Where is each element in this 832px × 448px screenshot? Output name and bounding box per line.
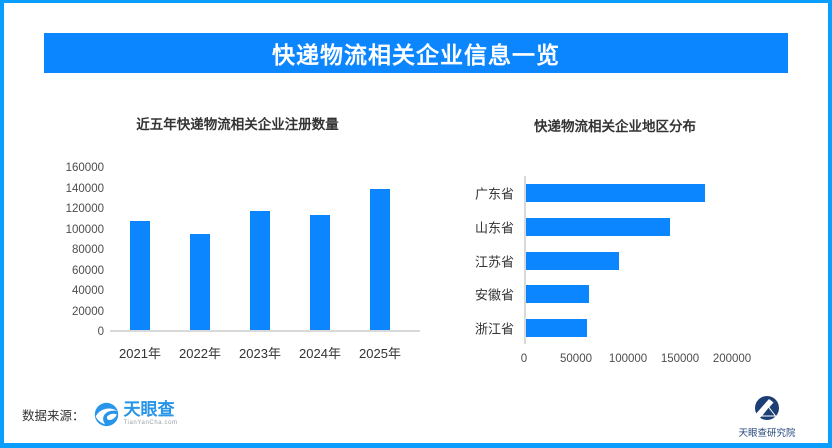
x-category-label: 2025年 bbox=[359, 346, 401, 361]
bar-江苏省 bbox=[526, 251, 619, 270]
research-institute-logo: 天眼查研究院 bbox=[723, 393, 811, 439]
y-tick-label: 20000 bbox=[72, 305, 104, 318]
page-title: 快递物流相关企业信息一览 bbox=[272, 42, 560, 68]
tianyancha-eye-icon bbox=[94, 402, 118, 426]
bar-2021年 bbox=[130, 221, 150, 330]
bar-山东省 bbox=[526, 217, 670, 236]
y-tick-label: 140000 bbox=[65, 182, 104, 195]
right-chart-plot-area bbox=[524, 176, 784, 344]
bar-2023年 bbox=[250, 211, 270, 330]
region-label: 山东省 bbox=[474, 220, 514, 236]
y-tick-label: 120000 bbox=[65, 203, 104, 215]
x-tick-label: 200000 bbox=[712, 353, 752, 365]
x-tick-label: 0 bbox=[520, 353, 528, 365]
research-institute-label: 天眼查研究院 bbox=[738, 428, 796, 439]
left-chart-plot-area bbox=[110, 168, 420, 332]
data-source: 数据来源： 天眼查 TianYanCha.com bbox=[22, 396, 178, 432]
y-tick-label: 60000 bbox=[72, 264, 104, 277]
tianyancha-domain: TianYanCha.com bbox=[123, 420, 178, 427]
tianyancha-wordmark: 天眼查 bbox=[123, 400, 175, 420]
y-tick-label: 80000 bbox=[72, 244, 104, 256]
bar-安徽省 bbox=[526, 285, 590, 304]
region-label: 广东省 bbox=[474, 186, 514, 202]
region-label: 安徽省 bbox=[474, 287, 514, 303]
x-tick-label: 150000 bbox=[660, 353, 700, 365]
y-tick-label: 100000 bbox=[65, 223, 104, 236]
y-tick-label: 40000 bbox=[72, 285, 104, 297]
tianyancha-logo: 天眼查 TianYanCha.com bbox=[93, 401, 178, 428]
x-category-label: 2021年 bbox=[119, 346, 161, 361]
right-chart-category-labels: 广东省山东省江苏省安徽省浙江省 bbox=[436, 176, 514, 344]
data-source-label: 数据来源： bbox=[22, 408, 85, 423]
x-category-label: 2024年 bbox=[299, 346, 341, 361]
region-label: 浙江省 bbox=[474, 321, 514, 337]
right-chart-title: 快递物流相关企业地区分布 bbox=[534, 119, 696, 134]
x-category-label: 2023年 bbox=[239, 346, 281, 361]
bar-广东省 bbox=[526, 184, 705, 202]
research-institute-icon bbox=[754, 396, 779, 420]
y-tick-label: 160000 bbox=[65, 162, 104, 174]
page-title-banner: 快递物流相关企业信息一览 bbox=[44, 33, 788, 73]
bar-2024年 bbox=[310, 215, 330, 330]
region-label: 江苏省 bbox=[474, 254, 514, 269]
bar-2022年 bbox=[190, 233, 210, 330]
x-tick-label: 100000 bbox=[608, 353, 648, 365]
x-tick-label: 50000 bbox=[560, 353, 592, 365]
right-chart-x-axis: 0 50000 100000 150000 200000 bbox=[520, 353, 784, 367]
y-tick-label: 0 bbox=[97, 326, 104, 338]
x-category-label: 2022年 bbox=[179, 346, 221, 361]
bar-浙江省 bbox=[526, 319, 588, 337]
left-chart-title: 近五年快递物流相关企业注册数量 bbox=[136, 117, 339, 132]
left-chart-y-axis: 0 20000 40000 60000 80000 100000 120000 140000 1… bbox=[56, 162, 104, 338]
bar-2025年 bbox=[370, 188, 390, 330]
left-chart-x-axis: 2021年 2022年 2023年 2024年 2025年 bbox=[110, 343, 420, 361]
